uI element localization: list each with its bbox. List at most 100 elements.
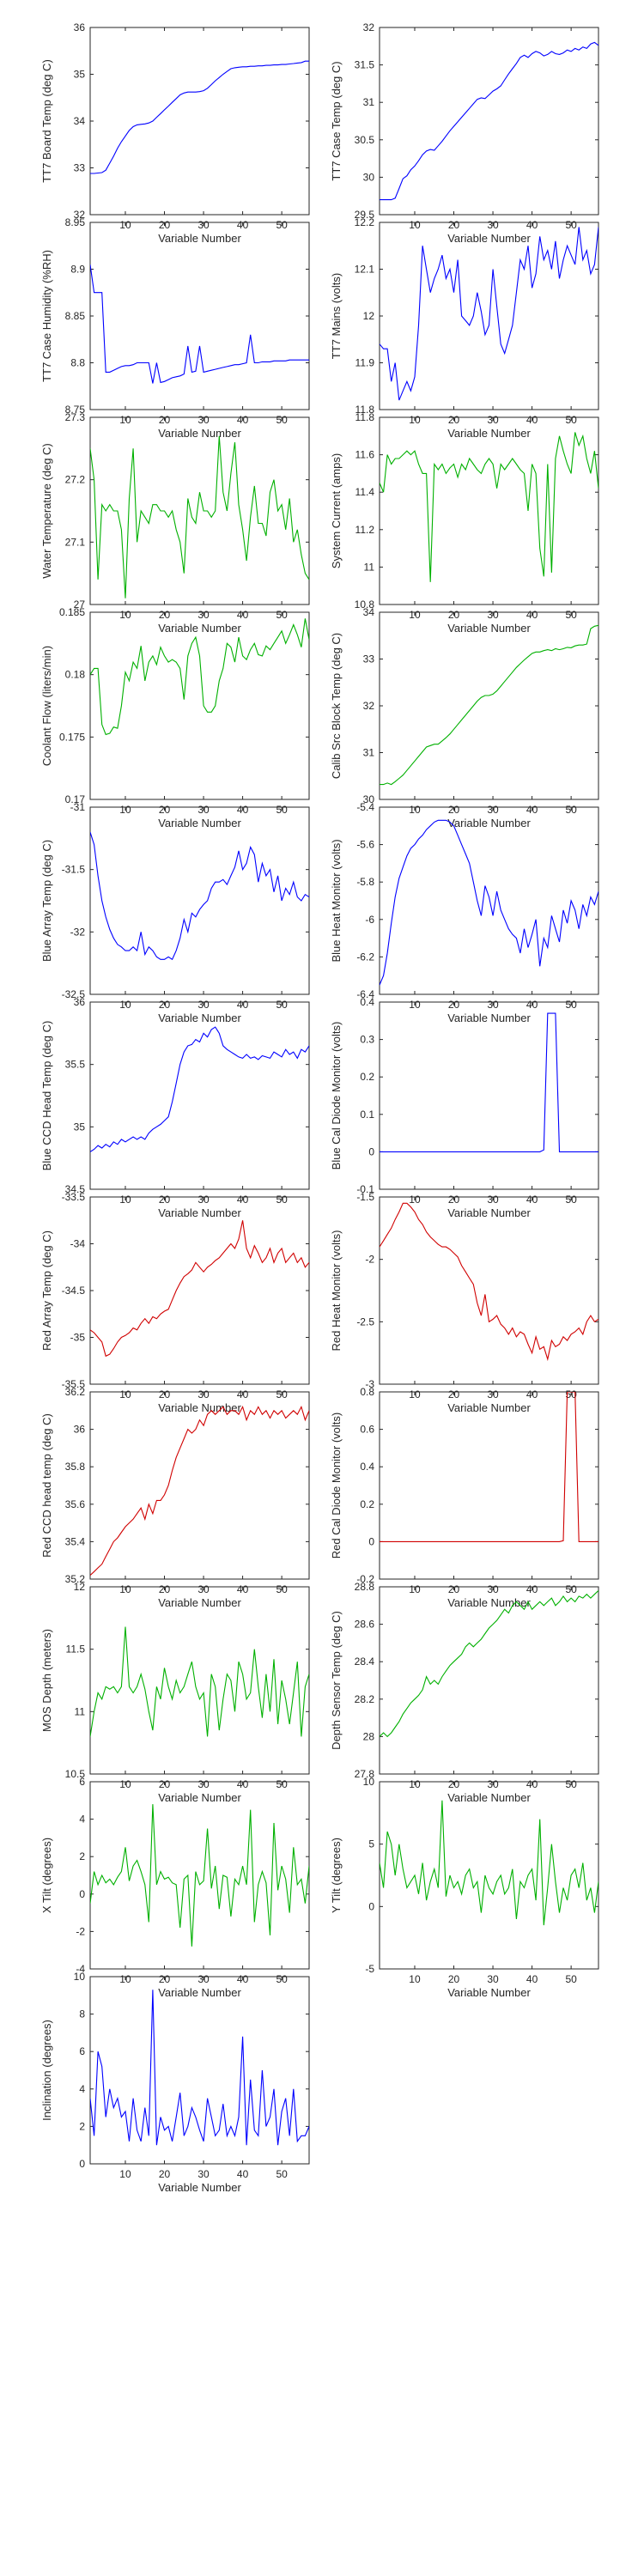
x-tick-label: 30 <box>197 2168 210 2180</box>
series-line <box>380 432 598 582</box>
y-axis-label: Water Temperature (deg C) <box>40 443 53 579</box>
y-tick-label: -32 <box>70 926 86 938</box>
y-tick-label: -3 <box>365 1378 374 1390</box>
series-line <box>380 1589 598 1738</box>
y-tick-label: 34 <box>74 115 86 127</box>
series-line <box>90 435 309 598</box>
y-tick-label: -2.5 <box>356 1315 374 1327</box>
y-tick-label: 11.6 <box>355 449 375 461</box>
y-tick-label: 0.2 <box>360 1498 374 1510</box>
y-tick-label: 2 <box>79 1850 85 1862</box>
y-axis-label: Depth Sensor Temp (deg C) <box>330 1611 343 1750</box>
y-tick-label: -4 <box>76 1963 85 1975</box>
x-axis-label: Variable Number <box>158 1012 241 1024</box>
y-tick-label: 0.3 <box>360 1034 374 1046</box>
x-tick-label: 20 <box>448 1973 460 1985</box>
y-tick-label: 27 <box>74 598 86 611</box>
y-tick-label: 12 <box>74 1581 86 1593</box>
x-tick-label: 10 <box>409 1973 421 1985</box>
y-tick-label: 0 <box>368 1535 374 1547</box>
x-axis-label: Variable Number <box>447 427 531 440</box>
y-axis-label: System Current (amps) <box>330 453 343 568</box>
y-tick-label: 36.2 <box>65 1386 86 1398</box>
y-axis-label: Inclination (degrees) <box>40 2020 53 2121</box>
x-axis-label: Variable Number <box>158 817 241 829</box>
series-line <box>90 1405 309 1577</box>
x-axis-label: Variable Number <box>447 1012 531 1024</box>
y-tick-label: 32 <box>363 21 375 33</box>
y-tick-label: 10.5 <box>65 1768 86 1780</box>
y-tick-label: 6 <box>79 1776 85 1788</box>
y-tick-label: 28.2 <box>355 1693 375 1705</box>
series-line <box>90 264 309 384</box>
y-axis-label: TT7 Mains (volts) <box>330 273 343 359</box>
x-axis-label: Variable Number <box>447 817 531 829</box>
y-tick-label: 10 <box>74 1971 86 1983</box>
x-tick-label: 40 <box>526 1973 538 1985</box>
y-tick-label: 11 <box>75 1705 86 1717</box>
axes-box <box>379 806 599 995</box>
y-tick-label: -34 <box>70 1238 86 1250</box>
y-tick-label: 35.6 <box>65 1498 86 1510</box>
x-tick-label: 50 <box>565 1973 577 1985</box>
y-tick-label: 8.9 <box>70 264 85 276</box>
series-line <box>90 1026 309 1152</box>
y-tick-label: 33 <box>74 162 86 174</box>
y-tick-label: -5.4 <box>356 801 374 813</box>
y-tick-label: 27.1 <box>65 536 86 548</box>
axes-box <box>89 1586 310 1775</box>
y-tick-label: 11.8 <box>355 404 375 416</box>
x-axis-label: Variable Number <box>447 232 531 245</box>
y-tick-label: 11.2 <box>355 524 375 536</box>
axes-box <box>89 1781 310 1970</box>
series-line <box>90 1990 309 2146</box>
series-line <box>380 1800 598 1926</box>
series-line <box>380 1012 598 1152</box>
y-tick-label: 28.4 <box>355 1656 375 1668</box>
y-tick-label: -6 <box>365 914 374 926</box>
x-tick-label: 40 <box>237 2168 249 2180</box>
series-line <box>90 1804 309 1947</box>
y-tick-label: 34 <box>363 606 375 618</box>
x-tick-label: 50 <box>276 2168 288 2180</box>
axes-box <box>379 1196 599 1385</box>
y-tick-label: 4 <box>79 1814 85 1826</box>
y-tick-label: 11.9 <box>355 357 375 369</box>
y-tick-label: 31 <box>363 96 375 108</box>
y-tick-label: 27.2 <box>65 474 86 486</box>
y-axis-label: Blue CCD Head Temp (deg C) <box>40 1021 53 1171</box>
axes-box <box>379 1391 599 1580</box>
y-axis-label: Red Cal Diode Monitor (volts) <box>330 1413 343 1559</box>
x-axis-label: Variable Number <box>158 1401 241 1414</box>
x-axis-label: Variable Number <box>158 427 241 440</box>
y-tick-label: -31.5 <box>62 864 86 876</box>
axes-box <box>89 416 310 605</box>
axes-box <box>379 27 599 216</box>
axes-box <box>89 806 310 995</box>
y-tick-label: 0.4 <box>360 1461 374 1473</box>
y-tick-label: 0.2 <box>360 1071 374 1083</box>
series-line <box>90 60 309 174</box>
series-line <box>380 819 598 986</box>
y-tick-label: 32 <box>74 209 86 221</box>
y-tick-label: 35 <box>74 1121 86 1133</box>
y-axis-label: Red Array Temp (deg C) <box>40 1230 53 1351</box>
y-tick-label: 0 <box>79 1888 85 1900</box>
y-tick-label: 34.5 <box>65 1183 86 1195</box>
y-tick-label: -5.8 <box>356 876 374 888</box>
subplot-13: 10 20 30 40 50-35.5-35-34.5-34-33.5Variable … <box>40 1191 310 1414</box>
y-tick-label: -33.5 <box>62 1191 86 1203</box>
y-tick-label: 36 <box>74 21 86 33</box>
y-tick-label: 0.17 <box>65 793 86 805</box>
y-tick-label: -32.5 <box>62 988 86 1000</box>
y-tick-label: 12.1 <box>355 264 375 276</box>
y-tick-label: 0.8 <box>360 1386 374 1398</box>
